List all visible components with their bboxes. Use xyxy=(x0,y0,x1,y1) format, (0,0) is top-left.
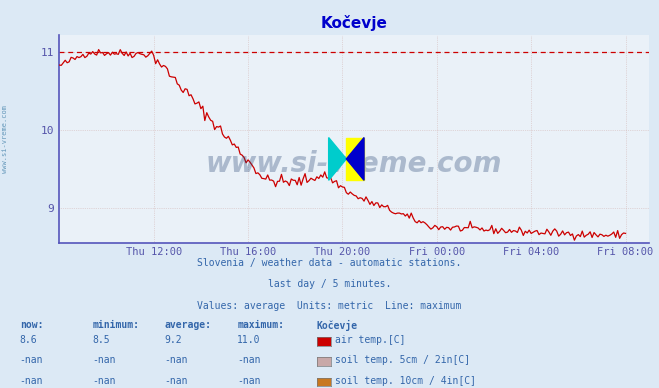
Text: Slovenia / weather data - automatic stations.: Slovenia / weather data - automatic stat… xyxy=(197,258,462,268)
Polygon shape xyxy=(329,137,347,180)
Text: www.si-vreme.com: www.si-vreme.com xyxy=(2,105,9,173)
Text: -nan: -nan xyxy=(92,376,116,386)
Text: -nan: -nan xyxy=(20,376,43,386)
Text: air temp.[C]: air temp.[C] xyxy=(335,335,405,345)
Text: -nan: -nan xyxy=(165,355,188,365)
Text: -nan: -nan xyxy=(237,355,261,365)
Text: Kočevje: Kočevje xyxy=(316,320,357,331)
Text: 8.6: 8.6 xyxy=(20,335,38,345)
Text: soil temp. 10cm / 4in[C]: soil temp. 10cm / 4in[C] xyxy=(335,376,476,386)
Text: -nan: -nan xyxy=(20,355,43,365)
Text: average:: average: xyxy=(165,320,212,330)
Text: 11.0: 11.0 xyxy=(237,335,261,345)
Text: www.si-vreme.com: www.si-vreme.com xyxy=(206,150,502,178)
Title: Kočevje: Kočevje xyxy=(321,15,387,31)
Text: maximum:: maximum: xyxy=(237,320,284,330)
Text: -nan: -nan xyxy=(165,376,188,386)
Text: now:: now: xyxy=(20,320,43,330)
Bar xyxy=(347,137,364,180)
Polygon shape xyxy=(347,137,364,180)
Text: last day / 5 minutes.: last day / 5 minutes. xyxy=(268,279,391,289)
Text: soil temp. 5cm / 2in[C]: soil temp. 5cm / 2in[C] xyxy=(335,355,470,365)
Text: Values: average  Units: metric  Line: maximum: Values: average Units: metric Line: maxi… xyxy=(197,301,462,311)
Text: 8.5: 8.5 xyxy=(92,335,110,345)
Text: -nan: -nan xyxy=(92,355,116,365)
Text: minimum:: minimum: xyxy=(92,320,139,330)
Text: 9.2: 9.2 xyxy=(165,335,183,345)
Text: -nan: -nan xyxy=(237,376,261,386)
